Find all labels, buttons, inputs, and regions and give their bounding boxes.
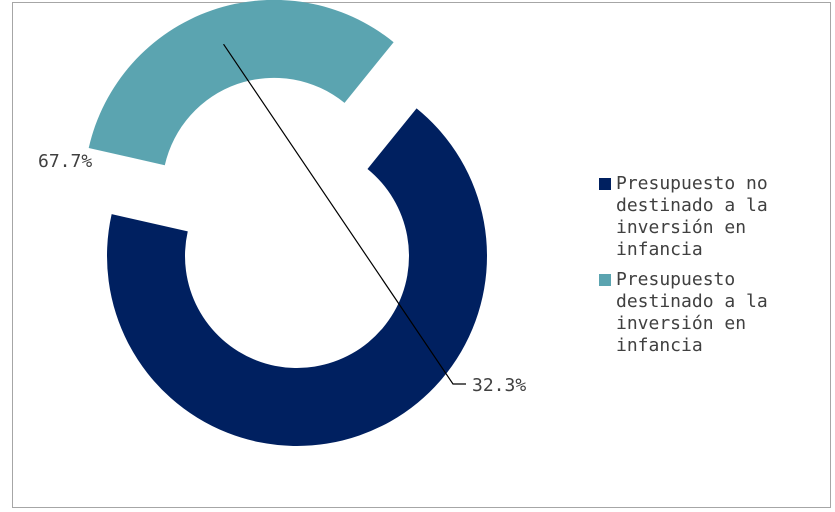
legend-swatch-no-infancia: [599, 178, 611, 190]
data-label-no-infancia: 67.7%: [38, 151, 92, 172]
legend-swatch-infancia: [599, 274, 611, 286]
legend-item-infancia: Presupuesto destinado a la inversión en …: [597, 269, 827, 357]
donut-slice-infancia: [88, 0, 394, 166]
legend-label-no-infancia: Presupuesto no destinado a la inversión …: [616, 173, 768, 260]
donut-slice-no-infancia: [107, 108, 488, 446]
leader-line-infancia: [223, 43, 466, 385]
legend-label-infancia: Presupuesto destinado a la inversión en …: [616, 269, 768, 356]
data-label-infancia: 32.3%: [472, 375, 526, 396]
legend: Presupuesto no destinado a la inversión …: [597, 173, 827, 365]
legend-item-no-infancia: Presupuesto no destinado a la inversión …: [597, 173, 827, 261]
